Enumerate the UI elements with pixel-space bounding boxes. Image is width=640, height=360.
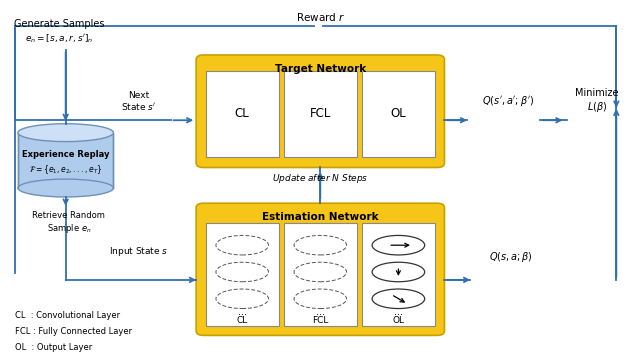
Text: CL  : Convolutional Layer: CL : Convolutional Layer (15, 311, 120, 320)
Text: Estimation Network: Estimation Network (262, 212, 379, 222)
Bar (205, 71, 278, 157)
Text: ...: ... (237, 307, 246, 317)
Text: FCL : Fully Connected Layer: FCL : Fully Connected Layer (15, 327, 132, 336)
Text: $Q(s', a'; \beta')$: $Q(s', a'; \beta')$ (482, 94, 534, 108)
Text: Input State $s$: Input State $s$ (109, 245, 168, 258)
Text: ...: ... (394, 307, 403, 317)
Text: Next
State $s'$: Next State $s'$ (121, 90, 157, 112)
Text: $Q(s, a; \beta)$: $Q(s, a; \beta)$ (490, 250, 533, 264)
FancyBboxPatch shape (196, 55, 444, 167)
Text: $e_n = [s, a, r, s']_n$: $e_n = [s, a, r, s']_n$ (25, 33, 93, 45)
Text: OL: OL (390, 107, 406, 120)
Bar (18, 133, 113, 188)
Bar (284, 223, 357, 327)
Bar (284, 71, 357, 157)
Text: FCL: FCL (312, 315, 328, 324)
Text: Experience Replay: Experience Replay (22, 150, 109, 159)
Text: OL  : Output Layer: OL : Output Layer (15, 343, 92, 352)
Text: Generate Samples: Generate Samples (14, 18, 104, 28)
Text: Update after $N$ Steps: Update after $N$ Steps (272, 172, 369, 185)
Text: CL: CL (237, 315, 248, 324)
FancyBboxPatch shape (196, 203, 444, 336)
Text: CL: CL (235, 107, 250, 120)
Text: ...: ... (316, 307, 325, 317)
Text: Reward $r$: Reward $r$ (296, 12, 345, 23)
Bar (362, 71, 435, 157)
Text: OL: OL (392, 315, 404, 324)
Text: FCL: FCL (310, 107, 331, 120)
Text: Retrieve Random
Sample $e_n$: Retrieve Random Sample $e_n$ (33, 211, 106, 235)
Bar (362, 223, 435, 327)
Text: Minimize
$L(\beta)$: Minimize $L(\beta)$ (575, 89, 619, 114)
Bar (205, 223, 278, 327)
Ellipse shape (18, 124, 113, 141)
Bar (18, 133, 113, 188)
Ellipse shape (18, 179, 113, 197)
Text: $\mathcal{F} = \{e_1, e_2, ..., e_T\}$: $\mathcal{F} = \{e_1, e_2, ..., e_T\}$ (29, 163, 102, 176)
Text: Target Network: Target Network (275, 64, 366, 73)
